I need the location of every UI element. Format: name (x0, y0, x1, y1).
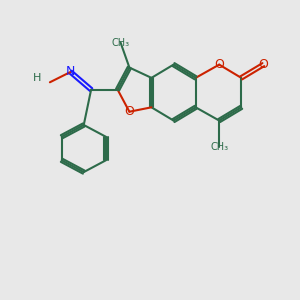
Text: O: O (258, 58, 268, 71)
Text: N: N (66, 65, 75, 79)
Text: O: O (124, 105, 134, 118)
Text: O: O (214, 58, 224, 71)
Text: CH₃: CH₃ (112, 38, 130, 47)
Text: H: H (32, 73, 41, 83)
Text: CH₃: CH₃ (210, 142, 228, 152)
